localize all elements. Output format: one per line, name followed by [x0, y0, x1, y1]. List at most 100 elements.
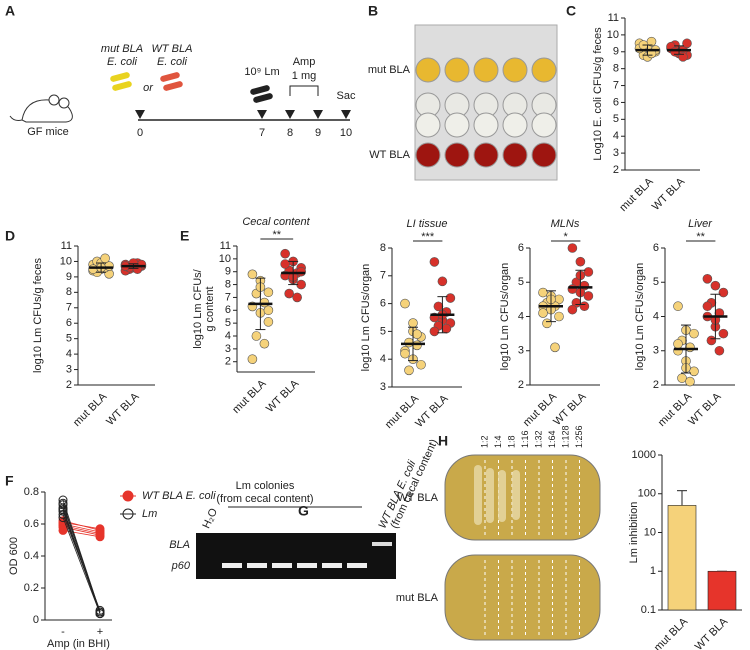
- pair-line: [62, 503, 101, 613]
- y-tick-label: 2: [613, 164, 619, 176]
- y-tick-label: 5: [653, 276, 659, 288]
- point: [583, 267, 594, 277]
- legend-label: Lm: [142, 508, 157, 520]
- well: [473, 112, 499, 138]
- y-tick-label: 3: [225, 343, 231, 355]
- drug-label: Amp: [293, 56, 316, 68]
- y-tick-label: 0.4: [24, 550, 39, 562]
- band: [372, 542, 392, 546]
- y-tick-label: 6: [613, 96, 619, 108]
- dilution-label: 1:256: [574, 425, 584, 448]
- y-tick-label: 6: [66, 317, 72, 329]
- point: [263, 305, 274, 316]
- streak: [486, 468, 494, 523]
- day-label: 9: [315, 127, 321, 139]
- row-label: WT BLA: [397, 492, 438, 504]
- point: [718, 287, 729, 298]
- row-label: mut BLA: [396, 592, 439, 604]
- panel-label: A: [5, 3, 15, 19]
- point: [538, 287, 548, 298]
- point: [433, 301, 444, 312]
- x-tick-label: WT BLA: [650, 175, 688, 213]
- y-tick-label: 11: [608, 12, 619, 24]
- x-tick-label: mut BLA: [617, 175, 656, 214]
- bacteria: [110, 72, 132, 91]
- x-tick-label: mut BLA: [230, 377, 269, 416]
- point: [259, 338, 270, 349]
- x-tick-label: +: [97, 626, 103, 638]
- plate: [444, 454, 601, 541]
- point: [677, 373, 687, 383]
- y-tick-label: 8: [66, 286, 72, 298]
- y-tick-label: 5: [518, 276, 524, 288]
- chart-title: Liver: [688, 218, 713, 230]
- strain-label: WT BLA: [152, 43, 193, 55]
- point: [95, 524, 105, 534]
- y-tick-label: 0.6: [24, 518, 39, 530]
- point: [714, 345, 725, 356]
- y-axis-label: Log10 E. coli CFUs/g feces: [592, 27, 604, 161]
- bar: [707, 570, 737, 611]
- x-axis-label: Amp (in BHI): [47, 638, 110, 650]
- y-tick-label: 7: [380, 270, 386, 282]
- x-tick-label: WT BLA: [104, 390, 142, 428]
- day-marker: [341, 110, 351, 119]
- band-label: p60: [171, 560, 191, 572]
- well: [473, 57, 499, 83]
- point: [567, 284, 578, 294]
- point: [554, 311, 564, 322]
- y-tick-label: 7: [613, 79, 619, 91]
- band: [222, 563, 242, 568]
- gel-label: Lm colonies: [236, 480, 295, 492]
- y-tick-label: 5: [613, 113, 619, 125]
- pair-line: [62, 509, 101, 614]
- y-tick-label: 4: [380, 353, 386, 365]
- well: [502, 142, 528, 168]
- point: [412, 340, 422, 351]
- chart-title: MLNs: [551, 218, 580, 230]
- row-label: WT BLA: [369, 149, 410, 161]
- y-tick-label: 10: [219, 253, 231, 265]
- point: [408, 318, 418, 328]
- or-label: or: [143, 82, 154, 94]
- x-tick-label: WT BLA: [413, 392, 451, 430]
- day-marker: [285, 110, 295, 119]
- y-axis-label: OD 600: [8, 537, 20, 575]
- y-tick-label: 2: [653, 379, 659, 391]
- y-tick-label: 0.2: [24, 582, 39, 594]
- x-tick-label: mut BLA: [71, 390, 110, 429]
- strain-label: mut BLA: [101, 43, 143, 55]
- day-label: 10: [340, 127, 352, 139]
- band: [347, 563, 367, 568]
- band: [297, 563, 317, 568]
- pair-line: [62, 517, 101, 614]
- point: [263, 317, 274, 327]
- y-tick-label: 4: [518, 310, 524, 322]
- y-tick-label: 8: [613, 63, 619, 75]
- y-tick-label: 100: [638, 488, 656, 500]
- point: [437, 276, 448, 287]
- y-tick-label: 10: [60, 255, 72, 267]
- day-marker: [135, 110, 145, 119]
- well: [415, 57, 441, 83]
- panel-label: H: [438, 433, 448, 449]
- row-label: mut BLA: [368, 64, 411, 76]
- day-label: 0: [137, 127, 143, 139]
- y-tick-label: 9: [613, 46, 619, 58]
- y-tick-label: 1: [650, 565, 656, 577]
- day-marker: [313, 110, 323, 119]
- dilution-label: 1:32: [533, 430, 543, 448]
- y-tick-label: 6: [380, 298, 386, 310]
- point: [689, 366, 699, 377]
- point: [280, 248, 290, 259]
- point: [58, 505, 68, 515]
- y-tick-label: 2: [225, 356, 231, 368]
- dose-label: 10⁹ Lm: [244, 66, 279, 78]
- y-tick-label: 2: [518, 379, 524, 391]
- x-tick-label: WT BLA: [551, 390, 589, 428]
- point: [710, 280, 721, 291]
- y-tick-label: 6: [653, 242, 659, 254]
- panel-label: E: [180, 228, 189, 244]
- point: [673, 339, 683, 349]
- bracket: [289, 85, 319, 96]
